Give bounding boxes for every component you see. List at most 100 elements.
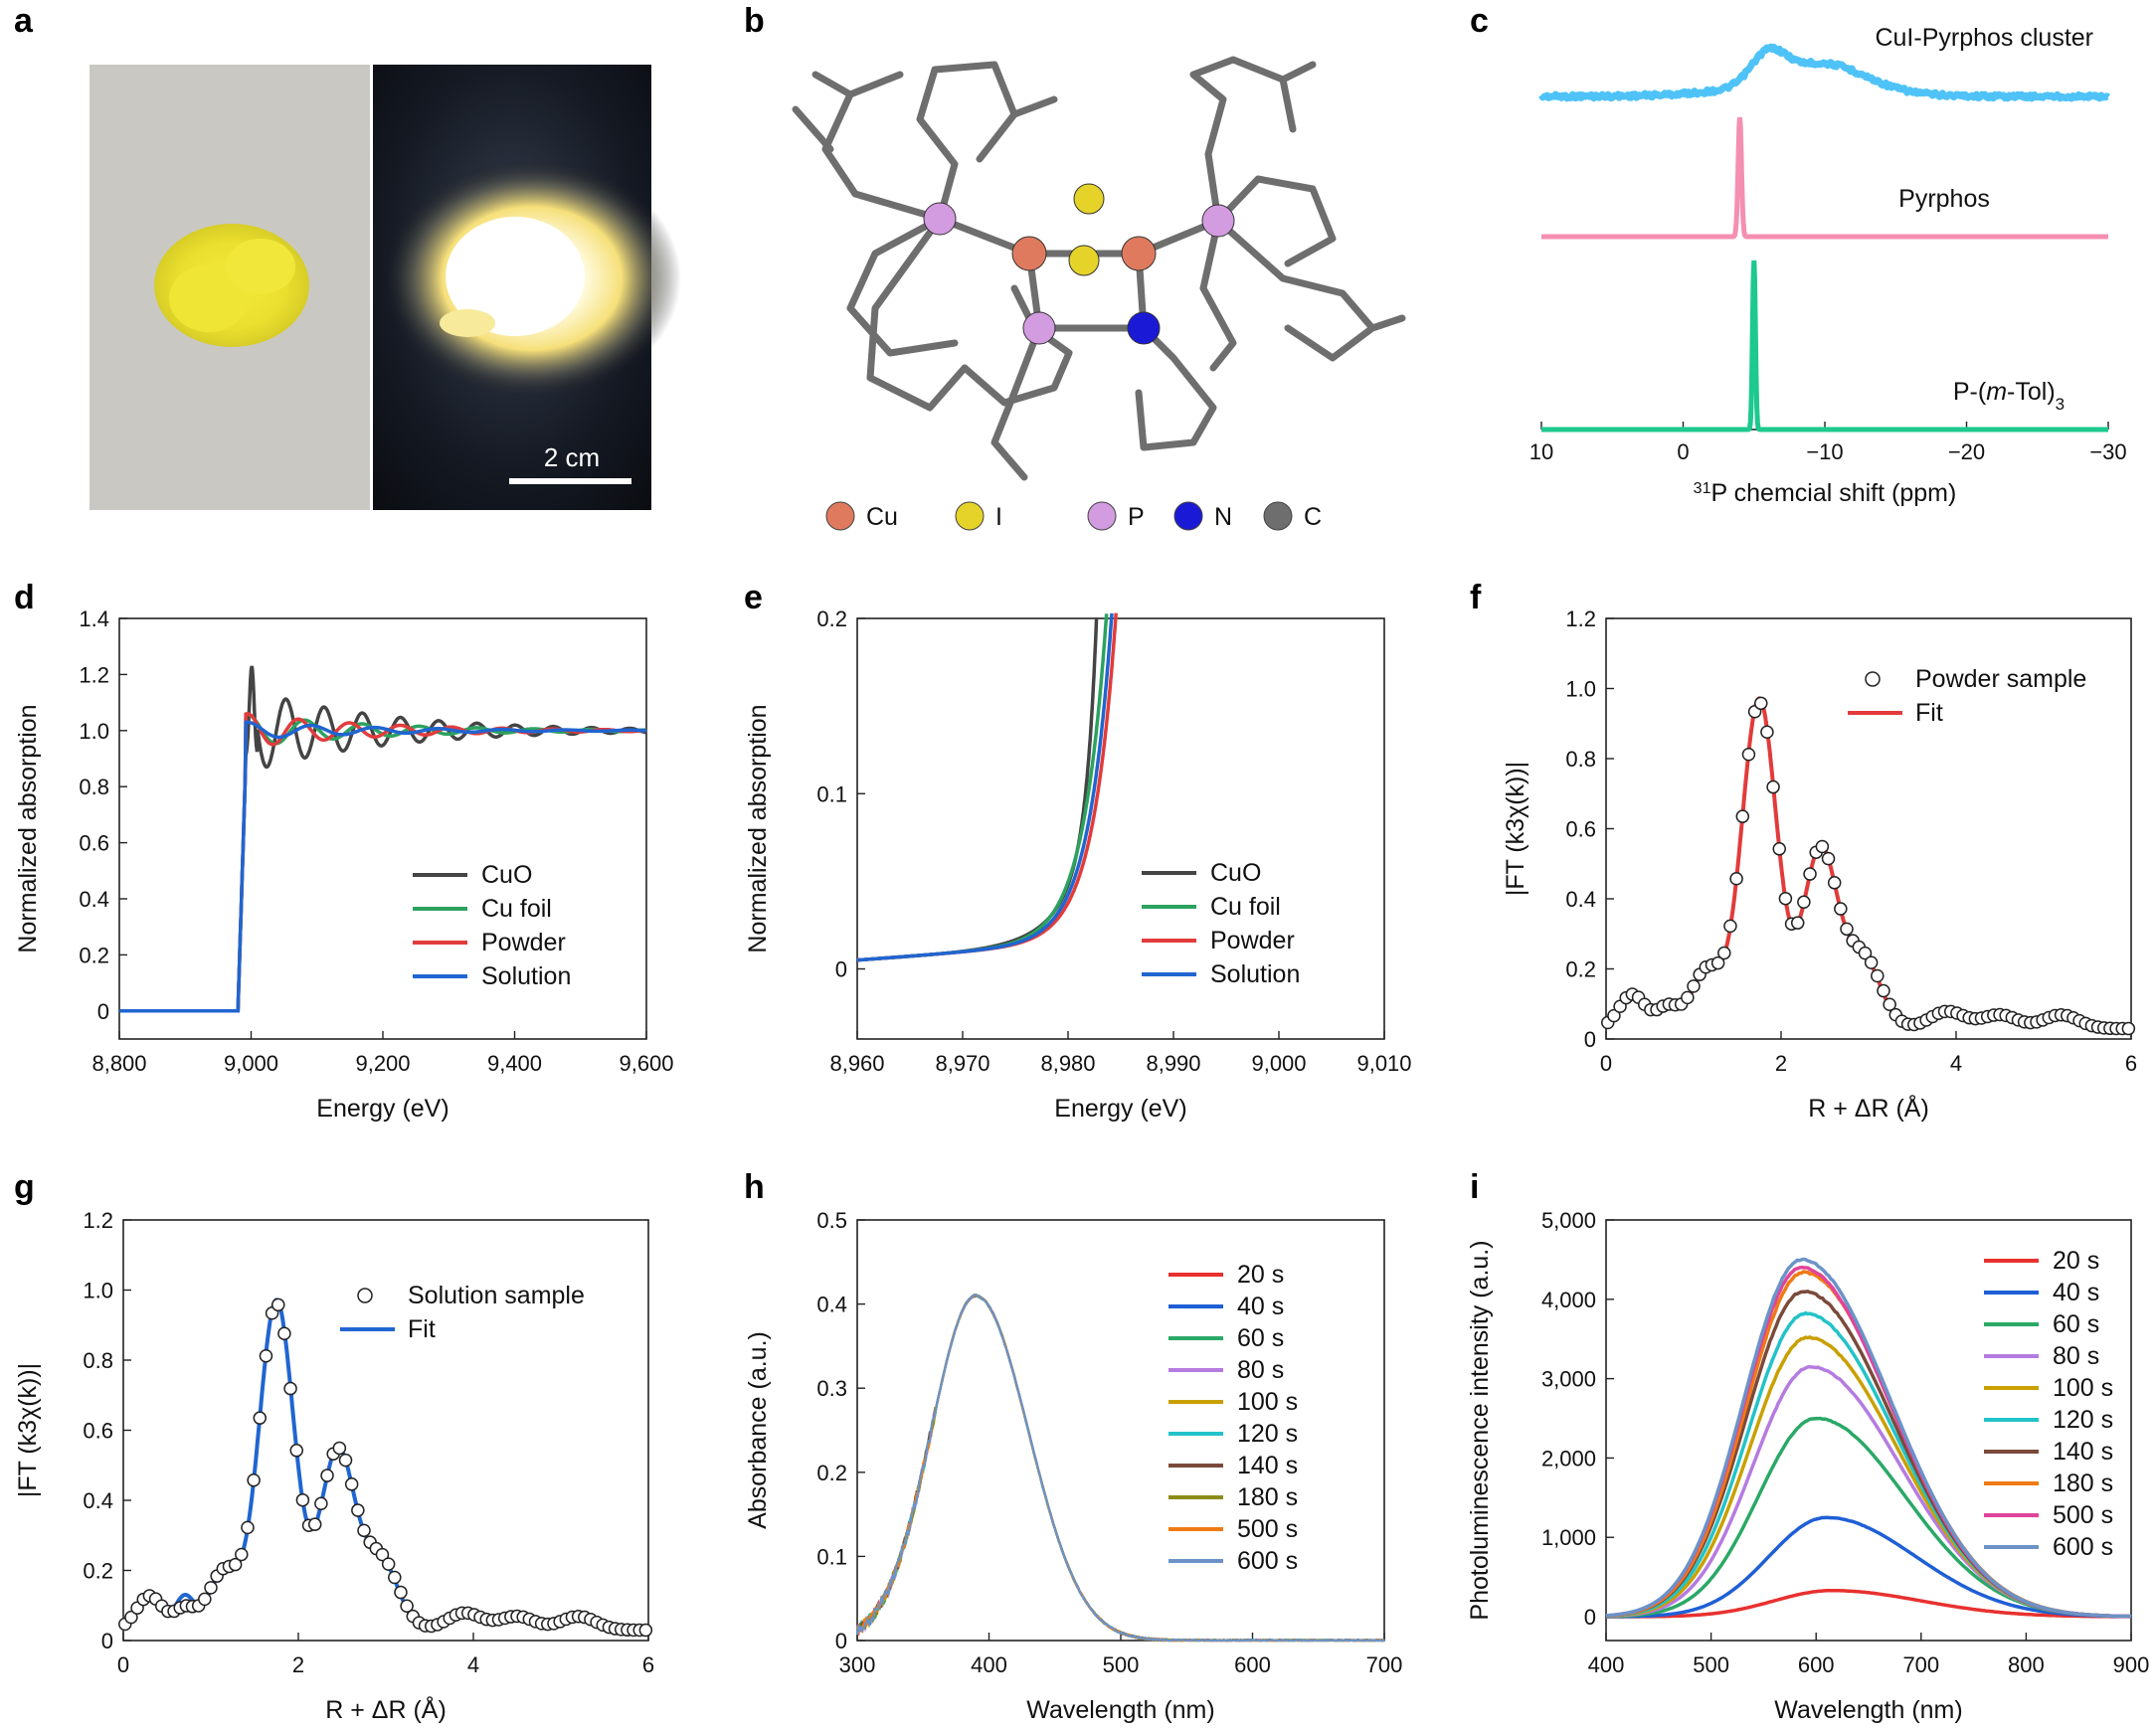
x-tick-label: 700 [1902,1652,1939,1677]
x-tick-label: 8,800 [91,1051,146,1076]
series-line [1541,260,2108,433]
legend-atom-label: N [1214,503,1232,531]
series-label-part: m [1986,378,2007,406]
carbon-bond [1279,61,1317,84]
x-tick-label: 9,600 [619,1051,673,1076]
y-tick-label: 1.2 [1565,606,1596,631]
i-atom [1073,183,1105,215]
data-point [283,1381,297,1396]
data-point [1815,839,1830,854]
legend-atom-swatch [1173,501,1203,531]
y-tick-label: 0 [835,957,847,982]
data-point [320,1469,334,1482]
x-tick-label: 9,010 [1356,1051,1411,1076]
y-axis-label: |FT (k3χ(k))| [1502,762,1529,896]
panel-i: i 400 500 600 700 800 900 0 1,000 2,000 3,000 4,000… [1466,1168,2149,1724]
x-axis-label: 31P chemcial shift (ppm) [1694,479,1957,507]
y-tick-label: 3,000 [1541,1367,1596,1392]
y-tick-label: 0.4 [1565,887,1596,912]
x-tick-label: −30 [2089,439,2126,464]
legend-label: 500 s [2053,1501,2113,1529]
data-point [1871,968,1885,983]
plot-frame [856,617,1385,1040]
y-tick-label: 0.6 [1565,817,1596,842]
data-point [394,1585,408,1600]
data-point [1607,1008,1621,1023]
panel-label-h: h [744,1168,765,1206]
x-tick-label: 400 [971,1652,1007,1677]
series-line [119,665,647,1013]
data-point [1741,747,1756,762]
plot-frame [856,1219,1385,1642]
legend-label: 60 s [2053,1310,2099,1338]
data-point [1772,842,1786,856]
data-point [277,1326,291,1340]
legend-label: Powder [1210,927,1295,954]
panel-h: h 300 400 500 600 700 0 0.1 0.2 0.3 0.4 0.5 Waveleng… [744,1168,1402,1724]
data-point [1790,916,1805,930]
data-point [1827,876,1842,890]
data-point [344,1477,359,1491]
legend-label: 20 s [1237,1261,1284,1289]
panel-f: f 0 2 4 6 0 0.2 0.4 0.6 0.8 1.0 1.2 R + ΔR (Å) |FT (k… [1470,579,2137,1123]
carbon-bond [961,324,1073,407]
legend-label: 180 s [2053,1470,2113,1497]
x-tick-label: 500 [1103,1652,1140,1677]
x-tick-label: −10 [1806,439,1843,464]
x-tick-label: −20 [1948,439,1985,464]
legend-label: 140 s [1237,1452,1298,1479]
data-point [1717,946,1731,960]
series-line [856,612,1114,962]
panel-label-a: a [14,2,34,40]
y-tick-label: 0 [835,1629,847,1653]
glowing-powder [383,159,681,398]
panel-e: e 8,960 8,970 8,980 8,990 9,000 9,010 0 0.1 0.2 En… [744,579,1412,1123]
legend-label: 180 s [1237,1483,1298,1511]
legend-label: 120 s [2053,1406,2113,1434]
y-tick-label: 0 [1584,1027,1596,1052]
panel-label-b: b [744,2,765,40]
data-point [1803,867,1817,881]
x-tick-label: 4 [467,1652,479,1677]
y-tick-label: 0.2 [79,943,109,967]
x-axis-label: R + ΔR (Å) [325,1694,447,1724]
data-point [1834,902,1848,916]
y-tick-label: 0.3 [816,1376,847,1401]
x-axis-label: Energy (eV) [1054,1095,1186,1123]
legend-label: 20 s [2053,1247,2099,1275]
n-atom [1127,311,1161,345]
data-point [1797,895,1811,910]
series-line [855,1293,1385,1643]
x-axis-label: Wavelength (nm) [1774,1696,1962,1724]
y-tick-label: 2,000 [1541,1446,1596,1471]
series-line [1538,43,2111,102]
data-point [1821,851,1836,866]
data-point [1681,990,1695,1005]
series-line [855,1294,1384,1643]
data-point [1840,922,1854,937]
y-tick-label: 1.0 [1565,677,1596,702]
legend-label: Solution [1210,960,1300,988]
data-point [198,1592,212,1607]
legend-atom-label: I [995,503,1002,531]
p-atom [1022,311,1056,345]
y-tick-label: 1.0 [79,719,109,744]
legend-label: 500 s [1237,1515,1298,1543]
x-tick-label: 2 [1775,1051,1787,1076]
y-tick-label: 0.6 [83,1419,113,1444]
y-tick-label: 1.2 [83,1208,113,1233]
x-tick-label: 0 [1600,1051,1612,1076]
data-point [204,1581,218,1595]
panel-label-g: g [14,1168,35,1206]
y-axis-label: Normalized absorption [14,704,42,952]
y-tick-label: 5,000 [1541,1208,1596,1233]
x-tick-label: 0 [1677,439,1689,464]
legend-label: 140 s [2053,1438,2113,1466]
data-point [400,1599,414,1614]
x-tick-label: 2 [292,1652,304,1677]
y-tick-label: 0.8 [1565,747,1596,772]
y-tick-label: 0.4 [816,1293,847,1317]
carbon-bond [990,324,1043,481]
p-atom [923,202,957,236]
